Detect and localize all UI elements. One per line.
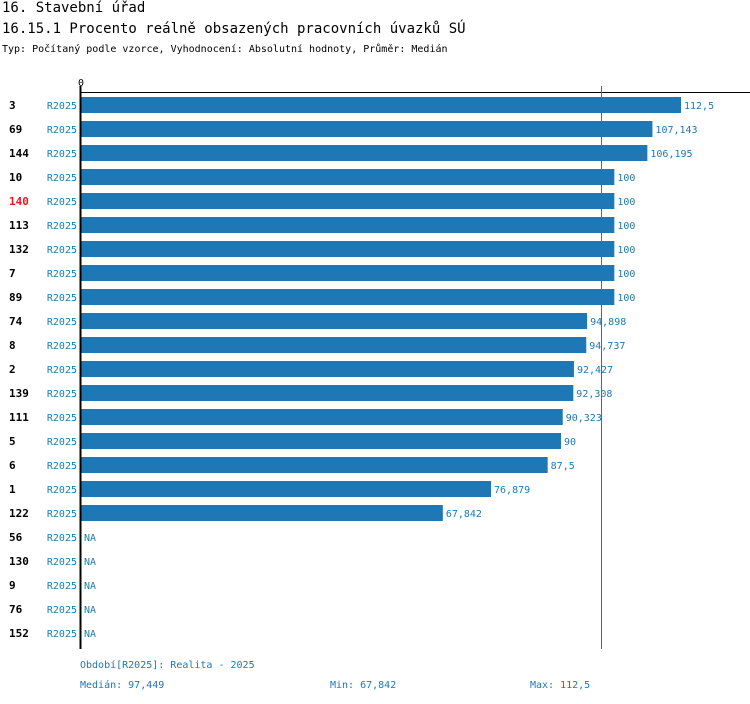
- row-period-label: R2025: [47, 173, 77, 184]
- x-tick-label: 0: [78, 78, 84, 89]
- row-period-label: R2025: [47, 461, 77, 472]
- bar-value-label: 94,898: [590, 317, 626, 328]
- bar: [81, 481, 492, 497]
- bar-value-label: 90,323: [566, 413, 602, 424]
- footer-median: Medián: 97,449: [80, 680, 165, 691]
- footer-max: Max: 112,5: [530, 680, 591, 691]
- na-label: NA: [84, 605, 96, 616]
- row-id-label: 10: [9, 171, 22, 184]
- bar-value-label: 92,308: [576, 389, 612, 400]
- row-id-label: 74: [9, 315, 23, 328]
- row-period-label: R2025: [47, 605, 77, 616]
- row-period-label: R2025: [47, 629, 77, 640]
- row-id-label: 111: [9, 411, 29, 424]
- bar-value-label: 67,842: [446, 509, 482, 520]
- bar-value-label: 90: [564, 437, 576, 448]
- row-id-label: 6: [9, 459, 16, 472]
- chart-title: 16.15.1 Procento reálně obsazených praco…: [2, 21, 466, 37]
- row-id-label: 3: [9, 99, 16, 112]
- row-id-label: 69: [9, 123, 22, 136]
- row-period-label: R2025: [47, 509, 77, 520]
- row-id-label: 140: [9, 195, 29, 208]
- na-label: NA: [84, 581, 96, 592]
- row-id-label: 7: [9, 267, 16, 280]
- chart-type-info: Typ: Počítaný podle vzorce, Vyhodnocení:…: [2, 44, 448, 55]
- row-id-label: 89: [9, 291, 22, 304]
- bar: [81, 385, 574, 401]
- row-period-label: R2025: [47, 125, 77, 136]
- row-id-label: 152: [9, 627, 29, 640]
- bar-value-label: 100: [617, 245, 635, 256]
- bar-value-label: 87,5: [551, 461, 575, 472]
- row-period-label: R2025: [47, 365, 77, 376]
- bar-value-label: 107,143: [655, 125, 697, 136]
- row-period-label: R2025: [47, 557, 77, 568]
- na-label: NA: [84, 629, 96, 640]
- bar: [81, 457, 548, 473]
- row-period-label: R2025: [47, 197, 77, 208]
- na-label: NA: [84, 557, 96, 568]
- row-period-label: R2025: [47, 245, 77, 256]
- row-period-label: R2025: [47, 293, 77, 304]
- row-id-label: 2: [9, 363, 16, 376]
- row-period-label: R2025: [47, 437, 77, 448]
- footer-period: Období[R2025]: Realita - 2025: [80, 660, 255, 671]
- bar: [81, 361, 574, 377]
- row-id-label: 122: [9, 507, 29, 520]
- page-title: 16. Stavební úřad: [2, 0, 146, 16]
- row-period-label: R2025: [47, 413, 77, 424]
- row-id-label: 5: [9, 435, 16, 448]
- row-id-label: 113: [9, 219, 29, 232]
- row-id-label: 56: [9, 531, 23, 544]
- row-id-label: 144: [9, 147, 29, 160]
- row-id-label: 9: [9, 579, 16, 592]
- bar-value-label: 106,195: [650, 149, 692, 160]
- bar: [81, 193, 615, 209]
- bar: [81, 313, 588, 329]
- row-period-label: R2025: [47, 269, 77, 280]
- row-period-label: R2025: [47, 317, 77, 328]
- bar: [81, 265, 615, 281]
- row-id-label: 132: [9, 243, 29, 256]
- bar: [81, 241, 615, 257]
- bar: [81, 169, 615, 185]
- row-period-label: R2025: [47, 221, 77, 232]
- bar: [81, 505, 443, 521]
- bar: [81, 97, 681, 113]
- bar-value-label: 112,5: [684, 101, 714, 112]
- bar: [81, 217, 615, 233]
- row-id-label: 130: [9, 555, 29, 568]
- bar-value-label: 92,427: [577, 365, 613, 376]
- bar-value-label: 100: [617, 173, 635, 184]
- row-period-label: R2025: [47, 485, 77, 496]
- bar-value-label: 100: [617, 197, 635, 208]
- bar: [81, 121, 653, 137]
- bar: [81, 433, 561, 449]
- row-id-label: 1: [9, 483, 16, 496]
- row-id-label: 8: [9, 339, 16, 352]
- bar: [81, 145, 648, 161]
- row-period-label: R2025: [47, 149, 77, 160]
- bar-value-label: 100: [617, 221, 635, 232]
- bar-value-label: 100: [617, 269, 635, 280]
- row-period-label: R2025: [47, 341, 77, 352]
- row-period-label: R2025: [47, 389, 77, 400]
- row-period-label: R2025: [47, 101, 77, 112]
- na-label: NA: [84, 533, 96, 544]
- bar: [81, 409, 563, 425]
- bar: [81, 289, 615, 305]
- bar-value-label: 100: [617, 293, 635, 304]
- footer-min: Min: 67,842: [330, 680, 397, 691]
- bar-value-label: 94,737: [589, 341, 625, 352]
- row-period-label: R2025: [47, 581, 77, 592]
- row-period-label: R2025: [47, 533, 77, 544]
- bar-value-label: 76,879: [494, 485, 530, 496]
- bar: [81, 337, 587, 353]
- row-id-label: 139: [9, 387, 29, 400]
- row-id-label: 76: [9, 603, 23, 616]
